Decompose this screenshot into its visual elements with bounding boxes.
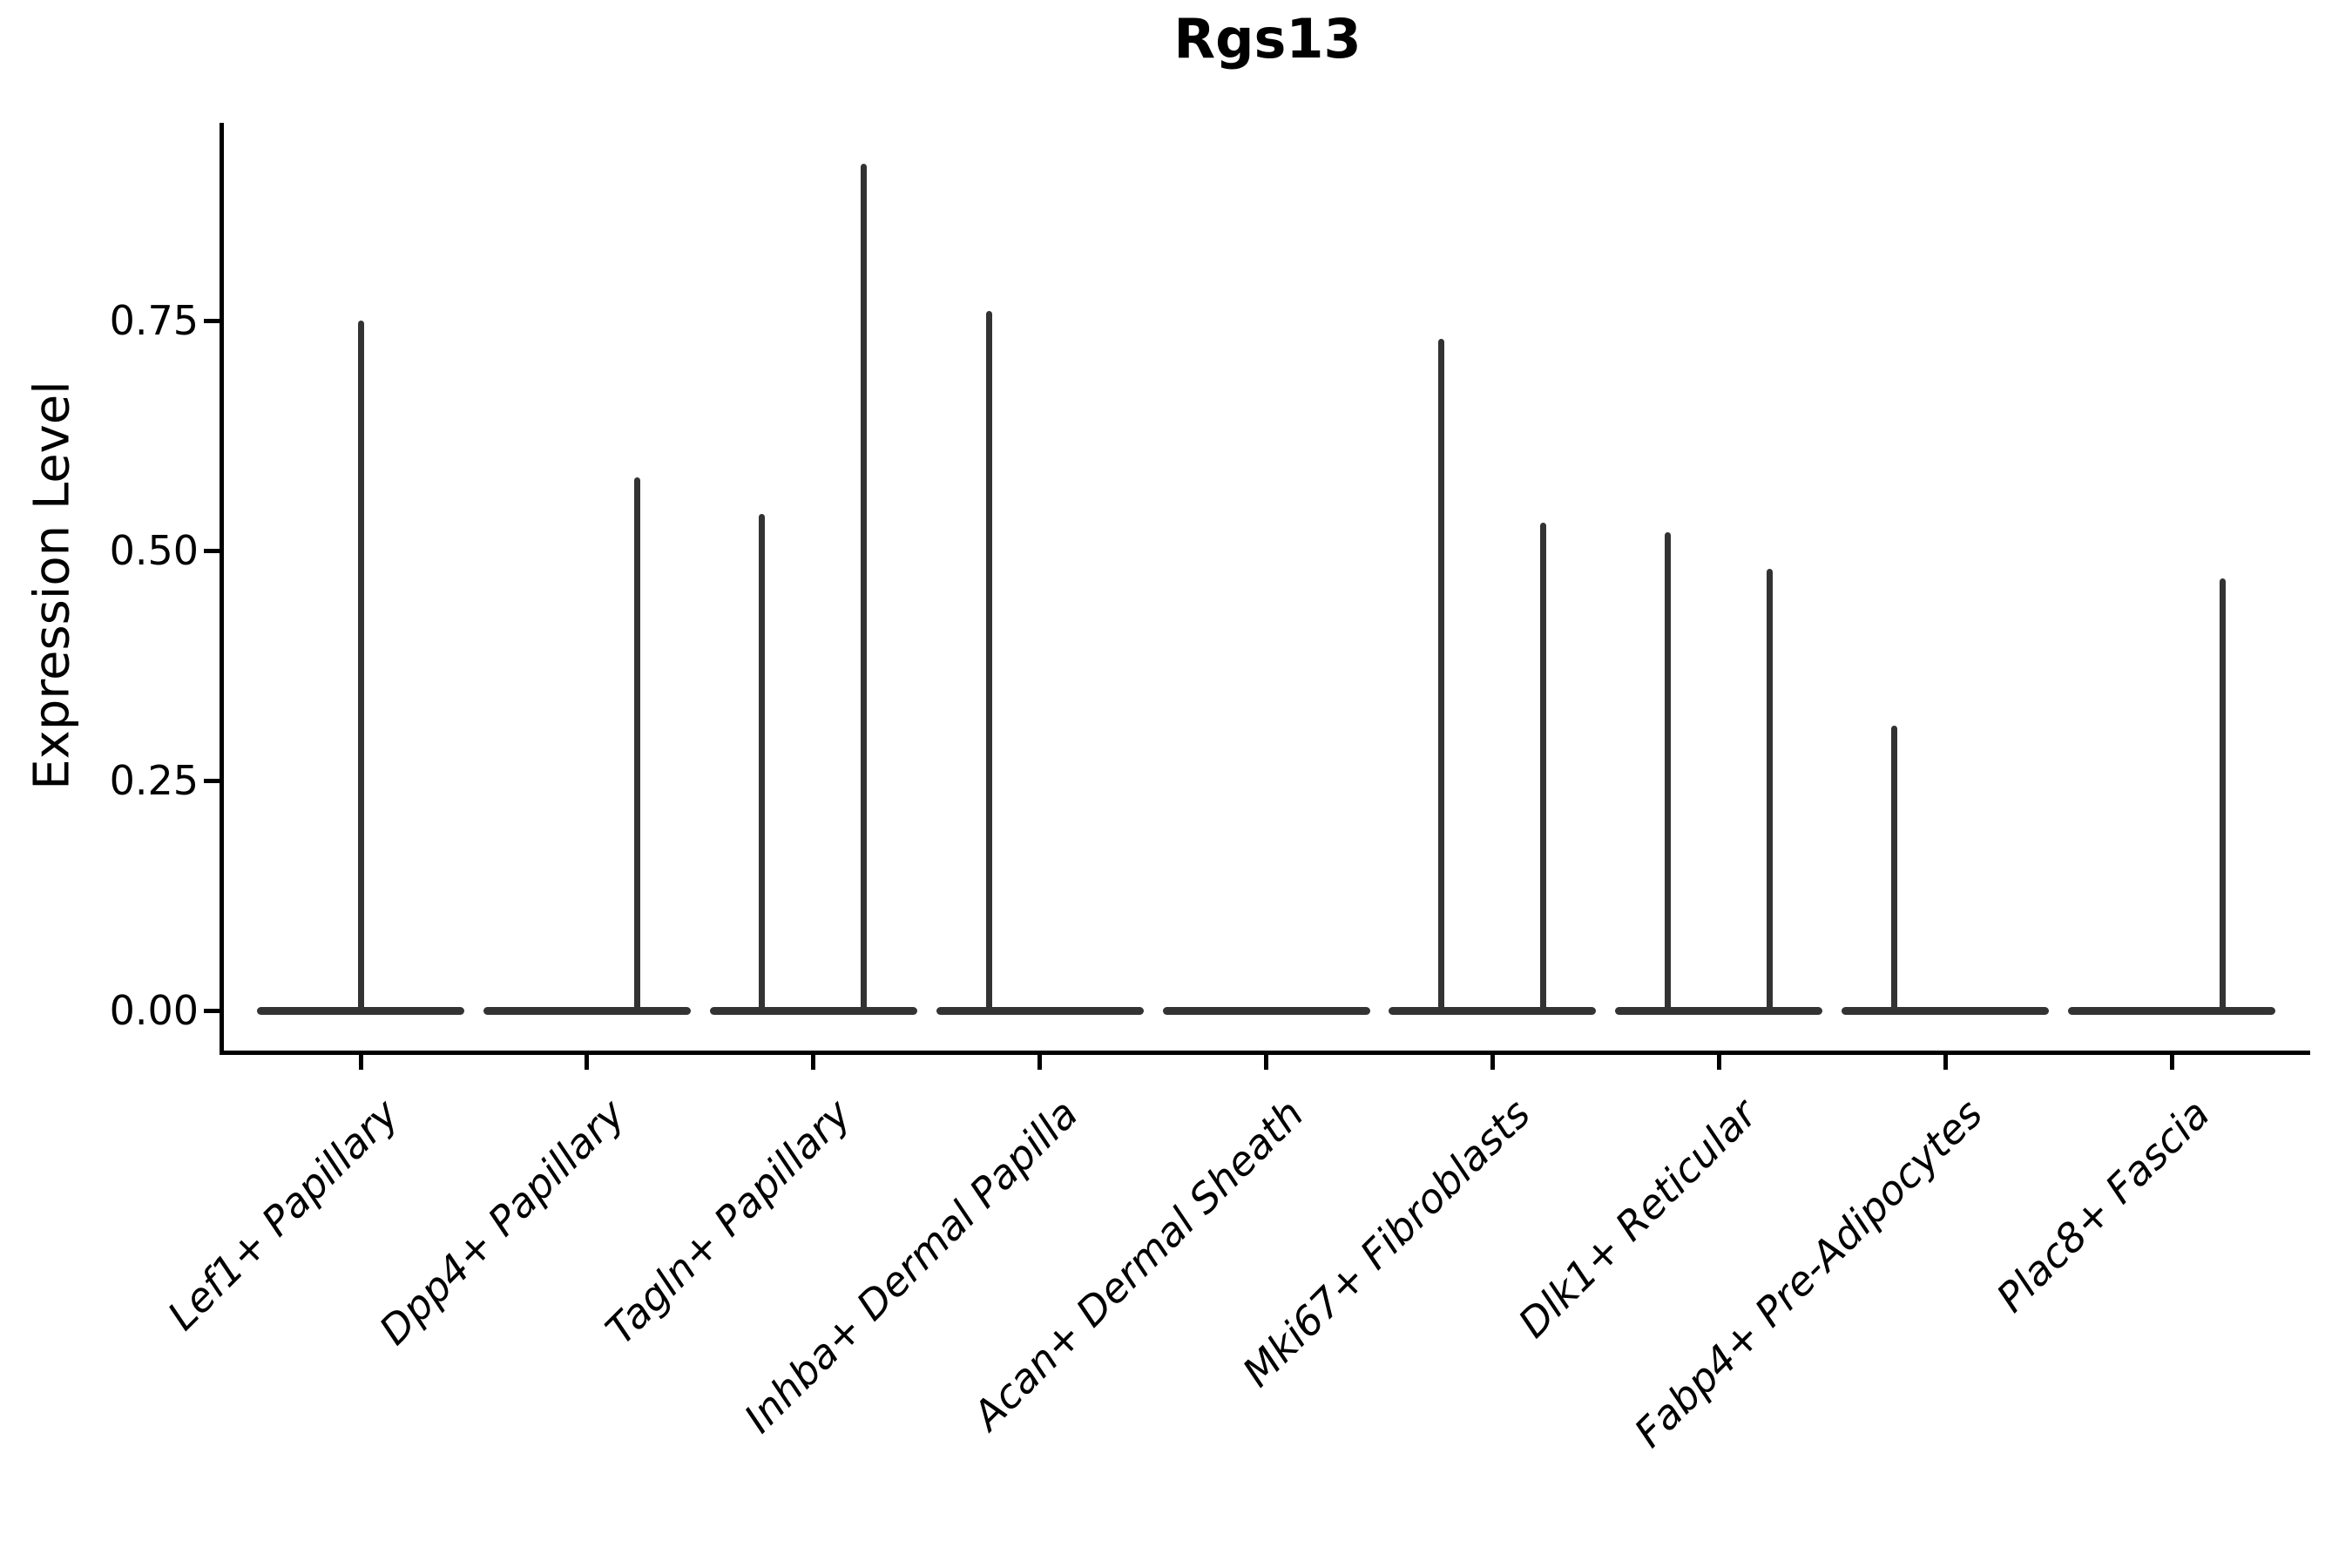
violin-baseline bbox=[483, 1006, 691, 1015]
violin-spike bbox=[861, 164, 868, 1015]
y-tick-label: 0.00 bbox=[109, 987, 199, 1034]
violin-baseline bbox=[936, 1006, 1144, 1015]
y-tick-mark bbox=[204, 778, 220, 783]
violin-baseline bbox=[1162, 1006, 1370, 1015]
chart-title: Rgs13 bbox=[1173, 7, 1362, 71]
y-tick-label: 0.25 bbox=[109, 757, 199, 804]
y-tick-mark bbox=[204, 318, 220, 323]
violin-baseline bbox=[1389, 1006, 1597, 1015]
y-tick-label: 0.50 bbox=[109, 527, 199, 574]
x-tick-mark bbox=[1037, 1055, 1043, 1070]
violin-spike bbox=[357, 321, 364, 1015]
x-tick-mark bbox=[358, 1055, 363, 1070]
violin-baseline bbox=[1842, 1006, 2050, 1015]
violin-baseline bbox=[2068, 1006, 2275, 1015]
x-tick-mark bbox=[811, 1055, 816, 1070]
x-tick-mark bbox=[1943, 1055, 1948, 1070]
x-tick-mark bbox=[2169, 1055, 2174, 1070]
violin-spike bbox=[634, 476, 641, 1015]
y-tick-mark bbox=[204, 1008, 220, 1013]
x-tick-mark bbox=[1716, 1055, 1721, 1070]
x-tick-mark bbox=[1264, 1055, 1268, 1070]
x-tick-label: Dpp4+ Papillary bbox=[369, 1090, 634, 1354]
violin-spike bbox=[1539, 523, 1546, 1015]
violin-spike bbox=[1766, 569, 1773, 1015]
y-tick-label: 0.75 bbox=[109, 297, 199, 344]
violin-spike bbox=[759, 513, 766, 1015]
y-axis-label: Expression Level bbox=[24, 381, 81, 790]
x-tick-label: Plac8+ Fascia bbox=[1987, 1090, 2219, 1321]
violin-baseline bbox=[1615, 1006, 1823, 1015]
y-tick-mark bbox=[204, 548, 220, 553]
x-tick-mark bbox=[585, 1055, 590, 1070]
violin-spike bbox=[1890, 725, 1897, 1015]
violin-spike bbox=[986, 311, 993, 1015]
violin-spike bbox=[2219, 578, 2226, 1015]
x-tick-label: Tagln+ Papillary bbox=[596, 1090, 861, 1354]
x-tick-label: Lef1+ Papillary bbox=[158, 1090, 408, 1340]
x-axis-spine bbox=[220, 1051, 2310, 1055]
y-axis-spine bbox=[220, 123, 224, 1054]
violin-spike bbox=[1664, 531, 1671, 1015]
violin-spike bbox=[1437, 339, 1444, 1015]
violin-baseline bbox=[709, 1006, 917, 1015]
x-tick-label: Dlk1+ Reticular bbox=[1509, 1090, 1766, 1347]
x-tick-mark bbox=[1490, 1055, 1495, 1070]
